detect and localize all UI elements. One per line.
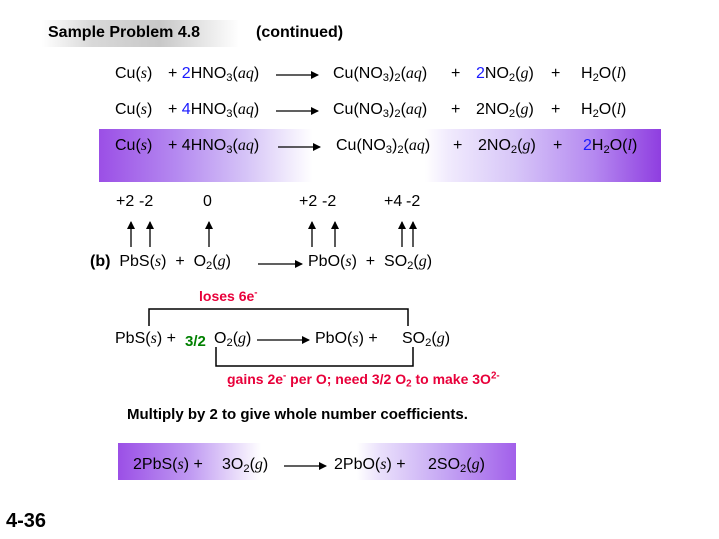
row1-no2: 2NO2(g) xyxy=(476,65,534,84)
ox-s-so2: +4 xyxy=(384,193,403,210)
balanced-b-pbs: PbS(s) + xyxy=(115,330,176,347)
row2-h2o: H2O(l) xyxy=(581,101,627,120)
gains-electrons-label: gains 2e- per O; need 3/2 O2 to make 3O2… xyxy=(227,370,500,390)
row2-no2: 2NO2(g) xyxy=(476,101,534,120)
ox-o-pbo: -2 xyxy=(322,193,337,210)
row2-cu: Cu(s) xyxy=(115,101,153,118)
row3-no2: 2NO2(g) xyxy=(478,137,536,156)
row2-hno3: + 4HNO3(aq) xyxy=(168,101,260,120)
row3-cuno3: Cu(NO3)2(aq) xyxy=(336,137,431,156)
balanced-b-o2: O2(g) xyxy=(214,330,252,349)
row1-h2o: H2O(l) xyxy=(581,65,627,84)
loses-bracket xyxy=(148,308,409,326)
row1-cuno3: Cu(NO3)2(aq) xyxy=(333,65,428,84)
final-o2: 3O2(g) xyxy=(222,456,269,475)
loses-electrons-label: loses 6e- xyxy=(199,287,258,304)
row3-h2o: 2H2O(l) xyxy=(583,137,638,156)
row3-plus-b: + xyxy=(553,137,563,154)
row1-plus-b: + xyxy=(551,65,561,82)
row2-coef-hno3: 4 xyxy=(181,101,191,118)
ox-pb-pbs: +2 xyxy=(116,193,135,210)
ox-o-so2: -2 xyxy=(406,193,421,210)
part-b-equation: (b) PbS(s) + O2(g) xyxy=(90,253,231,272)
ox-pb-pbo: +2 xyxy=(299,193,318,210)
part-b-products: PbO(s) + SO2(g) xyxy=(308,253,433,272)
row3-hno3: + 4HNO3(aq) xyxy=(168,137,260,156)
row1-plus-a: + xyxy=(451,65,461,82)
page-title-continued: (continued) xyxy=(256,24,344,41)
final-equation-band xyxy=(118,443,516,480)
final-so2: 2SO2(g) xyxy=(428,456,485,475)
title-box xyxy=(42,20,239,47)
row3-cu: Cu(s) xyxy=(115,137,153,154)
page-title: Sample Problem 4.8 xyxy=(48,24,201,41)
row3-plus-a: + xyxy=(453,137,463,154)
row3-coef-h2o: 2 xyxy=(583,137,592,154)
row2-plus-a: + xyxy=(451,101,461,118)
slide-number: 4-36 xyxy=(6,510,47,532)
ox-s-pbs: -2 xyxy=(139,193,154,210)
row1-coef-no2: 2 xyxy=(476,65,485,82)
row2-cuno3: Cu(NO3)2(aq) xyxy=(333,101,428,120)
balanced-b-coef-o2: 3/2 xyxy=(185,333,206,350)
balanced-equation-band xyxy=(99,129,661,182)
balanced-b-so2: SO2(g) xyxy=(402,330,451,349)
oxidation-pointer-arrows xyxy=(127,221,417,247)
row1-hno3: + 2HNO3(aq) xyxy=(168,65,260,84)
ox-o2: 0 xyxy=(203,193,212,210)
balanced-b-pbo: PbO(s) + xyxy=(315,330,378,347)
instruction-text: Multiply by 2 to give whole number coeff… xyxy=(127,406,468,423)
row2-plus-b: + xyxy=(551,101,561,118)
gains-bracket xyxy=(215,347,414,367)
final-pbo: 2PbO(s) + xyxy=(334,456,406,473)
final-pbs: 2PbS(s) + xyxy=(133,456,203,473)
row1-coef-hno3: 2 xyxy=(181,65,191,82)
row1-cu: Cu(s) xyxy=(115,65,153,82)
